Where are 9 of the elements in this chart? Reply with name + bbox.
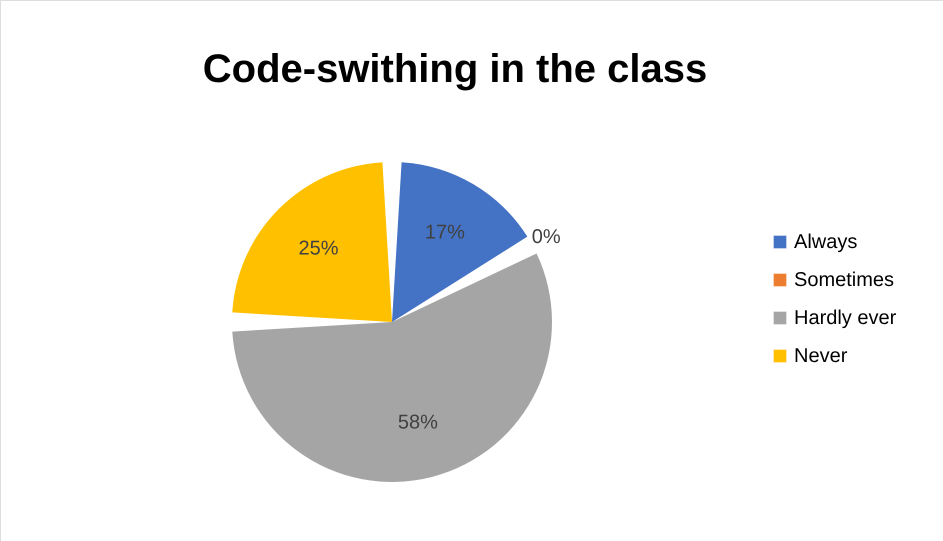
data-label: 58%	[398, 412, 438, 434]
legend-label: Hardly ever	[794, 307, 897, 329]
data-label: 17%	[424, 221, 466, 244]
legend-label: Sometimes	[794, 269, 894, 291]
chart-title: Code-swithing in the class	[202, 47, 708, 91]
data-label: 25%	[298, 237, 339, 260]
text: 0%	[532, 226, 561, 248]
legend-label: Never	[794, 345, 848, 367]
legend-label: Always	[794, 231, 858, 253]
